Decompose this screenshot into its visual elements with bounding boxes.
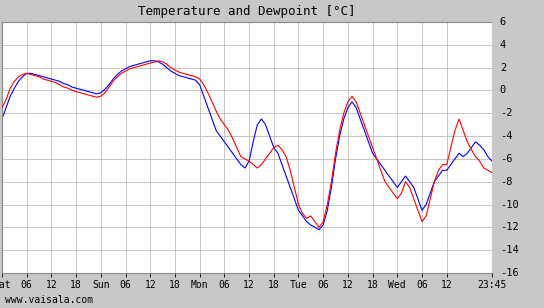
Text: Temperature and Dewpoint [°C]: Temperature and Dewpoint [°C] <box>138 5 356 18</box>
Text: -4: -4 <box>500 131 512 141</box>
Text: -10: -10 <box>500 200 518 209</box>
Text: www.vaisala.com: www.vaisala.com <box>5 295 93 305</box>
Text: -16: -16 <box>500 268 518 278</box>
Text: -12: -12 <box>500 222 518 232</box>
Text: -2: -2 <box>500 108 512 118</box>
Text: 0: 0 <box>500 85 506 95</box>
Text: 6: 6 <box>500 17 506 27</box>
Text: 4: 4 <box>500 40 506 50</box>
Text: -14: -14 <box>500 245 518 255</box>
Text: 2: 2 <box>500 63 506 73</box>
Text: -8: -8 <box>500 177 512 187</box>
Text: -6: -6 <box>500 154 512 164</box>
